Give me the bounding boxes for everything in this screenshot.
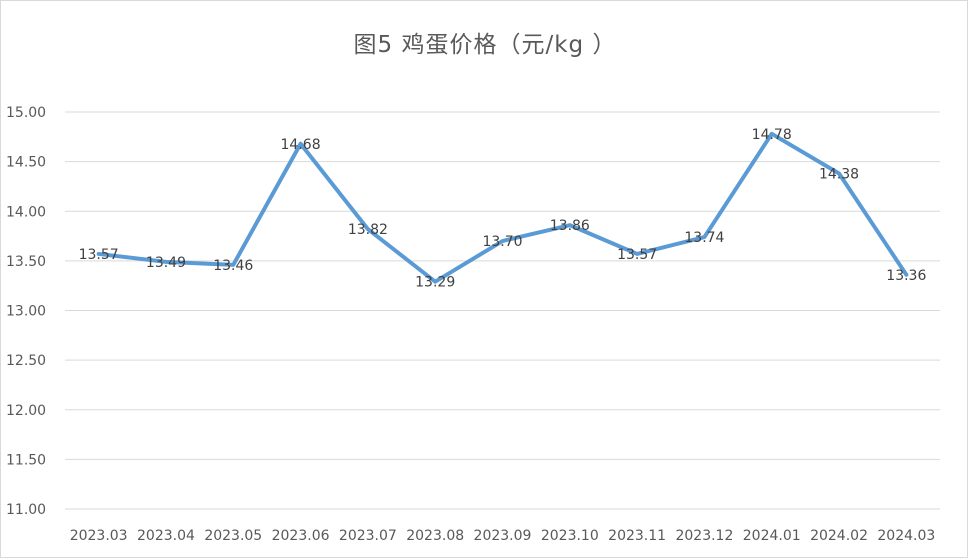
y-tick-label: 13.00	[6, 304, 46, 320]
y-tick-label: 14.50	[6, 155, 46, 171]
series-egg-price	[96, 131, 909, 284]
y-tick-label: 13.50	[6, 254, 46, 270]
x-tick-label: 2024.03	[877, 528, 935, 544]
data-label: 13.86	[550, 218, 590, 234]
data-label: 13.29	[415, 275, 455, 291]
y-tick-label: 14.00	[6, 204, 46, 220]
x-tick-label: 2023.12	[675, 528, 733, 544]
x-tick-label: 2023.04	[137, 528, 195, 544]
data-label: 13.82	[348, 222, 388, 238]
y-tick-label: 15.00	[6, 105, 46, 121]
gridlines	[65, 111, 940, 510]
x-tick-label: 2023.09	[474, 528, 532, 544]
x-tick-label: 2023.03	[70, 528, 128, 544]
data-label: 14.38	[819, 167, 859, 183]
data-label: 13.46	[213, 258, 253, 274]
x-tick-label: 2023.07	[339, 528, 397, 544]
x-tick-label: 2024.01	[743, 528, 801, 544]
x-tick-label: 2023.08	[406, 528, 464, 544]
data-label: 13.70	[482, 234, 522, 250]
chart-title: 图5 鸡蛋价格（元/kg ）	[353, 32, 617, 58]
data-label: 13.74	[684, 230, 724, 246]
y-tick-label: 11.00	[6, 502, 46, 518]
data-label: 13.57	[617, 247, 657, 263]
y-axis: 11.00 11.50 12.00 12.50 13.00 13.50 14.00 14.50…	[6, 105, 46, 518]
data-label: 13.36	[886, 268, 926, 284]
y-tick-label: 12.50	[6, 353, 46, 369]
x-tick-label: 2024.02	[810, 528, 868, 544]
y-tick-label: 12.00	[6, 403, 46, 419]
data-label: 13.57	[79, 247, 119, 263]
x-tick-label: 2023.11	[608, 528, 666, 544]
x-tick-label: 2023.10	[541, 528, 599, 544]
x-axis: 2023.03 2023.04 2023.05 2023.06 2023.07 2023.…	[70, 528, 936, 544]
x-tick-label: 2023.05	[204, 528, 262, 544]
data-labels: 13.57 13.49 13.46 14.68 13.82 13.29 13.70 13.86…	[79, 127, 927, 291]
data-label: 14.68	[281, 137, 321, 153]
x-tick-label: 2023.06	[272, 528, 330, 544]
data-label: 13.49	[146, 255, 186, 271]
data-label: 14.78	[752, 127, 792, 143]
y-tick-label: 11.50	[6, 452, 46, 468]
